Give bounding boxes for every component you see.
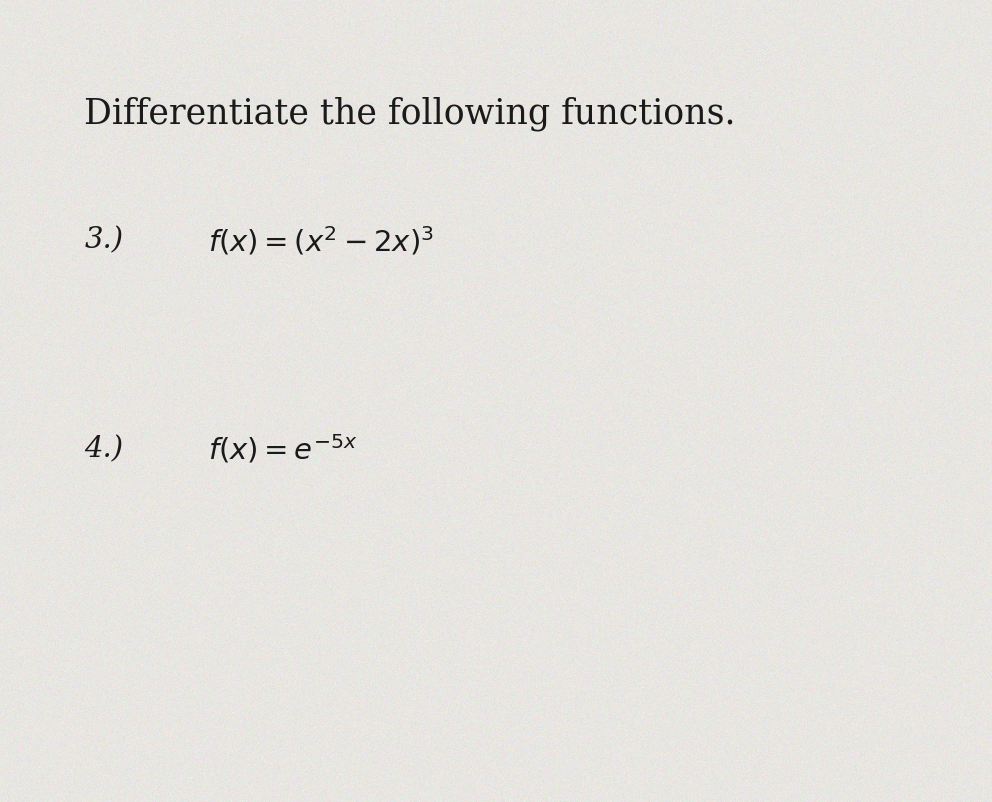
Text: $f(x) = (x^2 - 2x)^3$: $f(x) = (x^2 - 2x)^3$: [208, 224, 434, 257]
Text: Differentiate the following functions.: Differentiate the following functions.: [84, 96, 736, 131]
Text: $f(x) = e^{-5x}$: $f(x) = e^{-5x}$: [208, 432, 358, 466]
Text: 3.): 3.): [84, 227, 123, 254]
Text: 4.): 4.): [84, 435, 123, 463]
